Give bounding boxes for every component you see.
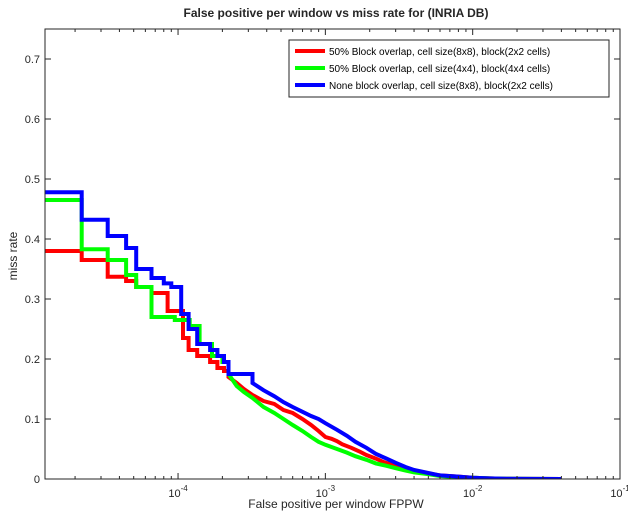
- y-tick-label: 0.6: [25, 114, 40, 126]
- y-tick-label: 0.7: [25, 54, 40, 66]
- axes: [44, 28, 621, 480]
- chart-title: False positive per window vs miss rate f…: [184, 6, 489, 20]
- axes-box: [44, 28, 621, 480]
- legend-label: 50% Block overlap, cell size(8x8), block…: [329, 47, 550, 58]
- y-tick-label: 0.3: [25, 294, 40, 306]
- x-tick-label: 10-2: [463, 484, 483, 500]
- y-tick-label: 0.1: [25, 414, 40, 426]
- x-tick-label: 10-1: [610, 484, 628, 500]
- y-tick-label: 0: [34, 474, 40, 486]
- legend-box: [288, 39, 610, 98]
- y-axis-label: miss rate: [6, 231, 20, 280]
- y-tick-label: 0.4: [25, 234, 40, 246]
- series-line-2: [45, 198, 562, 479]
- x-axis-ticks: 10-4 10-3 10-2 10-1: [74, 29, 628, 500]
- legend-label: 50% Block overlap, cell size(4x4), block…: [329, 64, 550, 75]
- series-line-3: [45, 190, 562, 479]
- x-tick-label: 10-3: [316, 484, 336, 500]
- legend-label: None block overlap, cell size(8x8), bloc…: [329, 81, 553, 92]
- y-axis-ticks: 0 0.1 0.2 0.3 0.4 0.5 0.6 0.7: [25, 54, 620, 486]
- x-tick-label: 10-4: [168, 484, 188, 500]
- plot-area: [45, 190, 562, 479]
- y-tick-label: 0.5: [25, 174, 40, 186]
- x-axis-label: False positive per window FPPW: [248, 497, 424, 511]
- y-tick-label: 0.2: [25, 354, 40, 366]
- legend: 50% Block overlap, cell size(8x8), block…: [288, 39, 610, 98]
